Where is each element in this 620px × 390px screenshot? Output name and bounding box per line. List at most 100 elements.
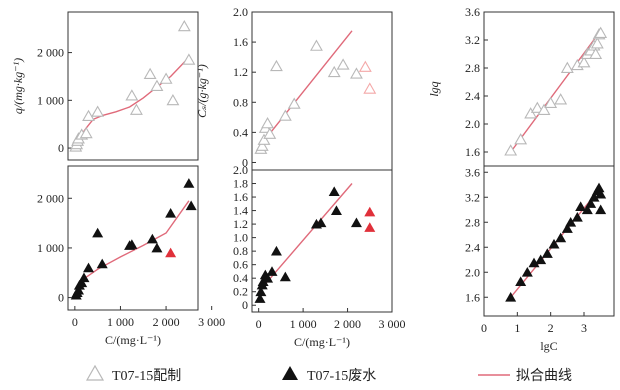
data-point-marker — [96, 258, 108, 269]
data-point-marker — [537, 103, 551, 115]
data-point-marker — [92, 227, 104, 238]
data-point-marker — [530, 101, 544, 113]
data-point-marker — [91, 105, 105, 117]
data-point-marker — [261, 117, 275, 129]
panel-lgq-vs-lgc-prepared: 1.6 2.0 2.4 2.8 3.2 3.6 lgq — [427, 5, 615, 167]
data-point-marker — [535, 254, 547, 265]
y-tick-label: 1 000 — [37, 93, 64, 107]
x-tick-label: 0 — [481, 321, 487, 335]
panel-cs-vs-c-prepared: 0 0.4 0.8 1.2 1.6 2.0 Cₛ/(g·kg⁻¹) — [195, 5, 393, 171]
data-point-marker — [165, 207, 177, 218]
y-tick-label: 0.2 — [233, 285, 248, 299]
data-point-marker — [166, 93, 180, 106]
x-tick-label: 3 000 — [198, 315, 225, 329]
data-point-marker — [76, 277, 88, 288]
y-tick-label: 2 000 — [37, 191, 64, 205]
data-point-marker — [159, 72, 173, 84]
data-point-marker — [270, 245, 282, 256]
panel-q-vs-c-prepared: 0 1 000 2 000 q/(mg·kg⁻¹) — [11, 11, 199, 161]
data-point-marker — [571, 212, 583, 222]
y-tick-label: 3.6 — [465, 165, 480, 179]
data-point-marker — [254, 293, 266, 303]
data-point-marker — [328, 186, 340, 197]
y-tick-label: 1.2 — [233, 65, 248, 79]
y-tick-label: 1.0 — [233, 231, 248, 245]
outlier-point-marker — [364, 206, 376, 217]
data-point-marker — [257, 133, 271, 145]
y-tick-label: 0.8 — [233, 244, 248, 258]
x-tick-label: 2 — [548, 321, 554, 335]
x-tick-label: 1 000 — [107, 315, 134, 329]
x-axis-label: C/(mg·L⁻¹) — [294, 335, 350, 349]
data-point-marker — [577, 56, 591, 68]
y-tick-label: 1.4 — [233, 204, 248, 218]
data-point-marker — [330, 205, 342, 215]
data-point-marker — [336, 58, 350, 70]
data-point-marker — [548, 238, 560, 249]
plot-frame — [67, 11, 199, 161]
x-tick-label: 1 — [514, 321, 520, 335]
y-tick-label: 0.4 — [233, 125, 248, 139]
data-point-marker — [269, 59, 283, 72]
data-point-marker — [82, 109, 95, 122]
y-tick-label: 2.8 — [465, 61, 480, 75]
y-tick-label: 0.8 — [233, 95, 248, 109]
data-point-marker — [79, 126, 93, 139]
fit-line — [510, 32, 600, 153]
data-point-marker — [262, 272, 274, 283]
data-point-marker — [554, 93, 568, 105]
y-tick-label: 3.2 — [465, 190, 480, 204]
data-point-marker — [278, 109, 292, 121]
data-point-marker — [593, 182, 605, 193]
y-tick-label: 1.8 — [233, 177, 248, 191]
y-tick-label: 3.6 — [465, 5, 480, 19]
y-tick-label: 0 — [242, 155, 248, 169]
y-tick-label: 2.0 — [233, 163, 248, 177]
legend-label-fit: 拟合曲线 — [516, 368, 572, 384]
data-point-marker — [327, 65, 341, 78]
data-point-marker — [524, 107, 538, 119]
data-point-marker — [266, 266, 278, 276]
data-point-marker — [126, 239, 138, 249]
y-tick-label: 2.0 — [465, 117, 480, 131]
outlier-point-marker — [165, 247, 177, 258]
data-point-marker — [560, 61, 574, 73]
data-point-marker — [255, 139, 269, 151]
plot-frame — [483, 165, 615, 317]
data-point-marker — [255, 286, 267, 297]
plot-frame — [251, 169, 393, 313]
data-point-marker — [565, 217, 577, 227]
y-axis-label: Cₛ/(g·kg⁻¹) — [195, 64, 209, 118]
data-point-marker — [309, 39, 323, 51]
y-tick-label: 2.0 — [233, 5, 248, 19]
data-point-marker — [72, 284, 84, 295]
data-point-marker — [504, 144, 518, 156]
data-point-marker — [83, 262, 95, 273]
legend-label-wastewater: T07-15废水 — [307, 368, 376, 384]
data-point-marker — [595, 188, 607, 199]
data-point-marker — [350, 217, 362, 228]
data-point-marker — [541, 248, 553, 258]
y-tick-label: 2.0 — [465, 265, 480, 279]
y-tick-label: 2.4 — [465, 240, 480, 254]
y-tick-label: 0.4 — [233, 271, 248, 285]
plot-frame — [67, 165, 199, 311]
data-point-marker — [177, 19, 191, 32]
data-point-marker — [561, 223, 573, 233]
x-tick-label: 1 000 — [290, 317, 317, 331]
data-point-marker — [514, 133, 528, 145]
legend-open-triangle-marker — [85, 364, 105, 381]
data-point-marker — [588, 192, 600, 202]
data-point-marker — [125, 89, 139, 101]
data-point-marker — [358, 60, 372, 72]
data-point-marker — [589, 47, 603, 59]
y-tick-label: 3.2 — [465, 33, 480, 47]
data-point-marker — [515, 276, 527, 287]
y-tick-label: 2.4 — [465, 89, 480, 103]
data-point-marker — [185, 200, 197, 211]
y-tick-label: 1.6 — [233, 35, 248, 49]
y-tick-label: 1.6 — [233, 190, 248, 204]
legend-filled-triangle-marker — [282, 366, 298, 380]
data-point-marker — [151, 242, 163, 253]
y-tick-label: 1.6 — [465, 290, 480, 304]
